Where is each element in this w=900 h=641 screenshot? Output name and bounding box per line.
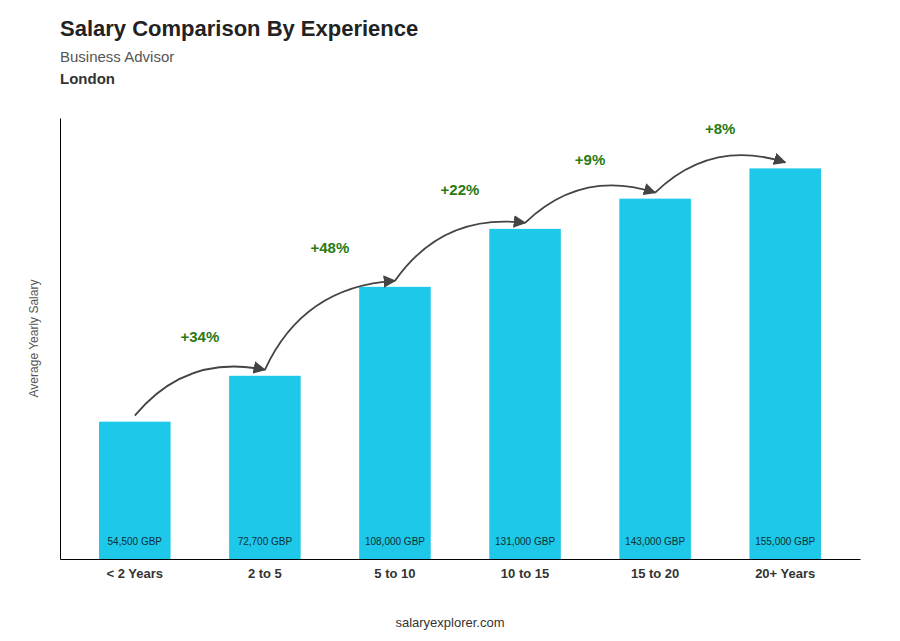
bar xyxy=(749,168,821,559)
annotation: +48% xyxy=(311,239,350,256)
data-labels: 54,500 GBP 72,700 GBP 108,000 GBP 131,000 G… xyxy=(108,536,816,547)
bars xyxy=(99,168,821,559)
subtitle: Business Advisor xyxy=(60,48,174,65)
change-arrow xyxy=(395,222,525,281)
bar xyxy=(489,229,561,559)
data-label: 143,000 GBP xyxy=(625,536,685,547)
annotation: +34% xyxy=(180,328,219,345)
data-label: 72,700 GBP xyxy=(238,536,293,547)
x-tick: 10 to 15 xyxy=(501,566,549,581)
y-axis-line xyxy=(60,119,61,560)
x-tick: < 2 Years xyxy=(107,566,164,581)
x-tick-label: 5 to 10 xyxy=(374,566,415,581)
chart: Salary Comparison By Experience Business … xyxy=(0,0,900,641)
x-axis-line xyxy=(61,559,861,560)
x-tick-label: 10 to 15 xyxy=(501,566,549,581)
x-tick-label: 2 to 5 xyxy=(248,566,282,581)
x-tick-label: 20+ Years xyxy=(755,566,815,581)
annotations: +34% +48% +22% +9% +8% xyxy=(135,120,785,415)
subtitle: London xyxy=(60,70,115,87)
x-tick: 2 to 5 xyxy=(248,566,282,581)
data-label: 54,500 GBP xyxy=(108,536,163,547)
change-arrow xyxy=(135,366,265,415)
annotation: +9% xyxy=(575,151,605,168)
title: Salary Comparison By Experience xyxy=(60,16,418,41)
plot: < 2 Years 2 to 5 5 to 10 10 to 15 15 to 20 20… xyxy=(61,119,861,582)
x-tick: 15 to 20 xyxy=(631,566,679,581)
y-axis-title: Average Yearly Salary xyxy=(27,280,41,398)
annotation: +8% xyxy=(705,120,735,137)
change-arrow xyxy=(525,185,655,223)
data-label: 155,000 GBP xyxy=(755,536,815,547)
y-axis xyxy=(60,119,61,560)
x-tick-label: 15 to 20 xyxy=(631,566,679,581)
change-arrow xyxy=(265,281,395,370)
x-tick: 20+ Years xyxy=(755,566,815,581)
x-tick: 5 to 10 xyxy=(374,566,415,581)
annotation: +22% xyxy=(441,181,480,198)
data-label: 131,000 GBP xyxy=(495,536,555,547)
x-tick-label: < 2 Years xyxy=(107,566,164,581)
bar xyxy=(229,376,301,559)
bar xyxy=(359,287,431,559)
x-axis: < 2 Years 2 to 5 5 to 10 10 to 15 15 to 20 20… xyxy=(61,560,861,582)
bar xyxy=(619,199,691,559)
bar xyxy=(99,422,171,559)
data-label: 108,000 GBP xyxy=(365,536,425,547)
footer: salaryexplorer.com xyxy=(395,615,504,630)
change-arrow xyxy=(655,155,785,193)
